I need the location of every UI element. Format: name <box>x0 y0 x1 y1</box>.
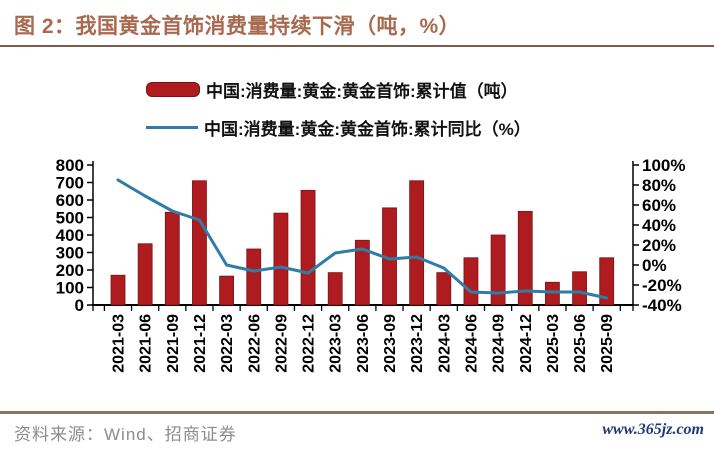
bar-2022-09 <box>273 212 289 306</box>
bar-2024-06 <box>463 257 479 306</box>
legend-item-line-series: 中国:消费量:黄金:黄金首饰:累计同比（%） <box>146 108 706 146</box>
right-axis-label: 80% <box>642 176 676 195</box>
x-axis-category-label: 2024-12 <box>518 314 535 373</box>
legend-item-bar-series: 中国:消费量:黄金:黄金首饰:累计值（吨） <box>146 70 706 108</box>
left-axis-label: 0 <box>75 296 84 315</box>
left-axis-label: 300 <box>56 244 84 263</box>
x-axis-category-label: 2023-09 <box>382 314 399 373</box>
bar-2025-03 <box>545 281 560 306</box>
bar-series-label: 中国:消费量:黄金:黄金首饰:累计值（吨） <box>206 81 518 101</box>
x-axis-category-label: 2022-06 <box>246 314 263 373</box>
bar-2021-06 <box>137 243 153 306</box>
right-axis-label: -40% <box>642 296 682 315</box>
right-axis-label: 100% <box>642 156 685 175</box>
bar-2021-09 <box>164 211 180 306</box>
x-axis-category-label: 2024-09 <box>491 314 508 373</box>
dual-axis-chart: 8007006005004003002001000100%80%60%40%20… <box>56 156 686 373</box>
x-axis-category-label: 2021-12 <box>192 314 209 373</box>
x-axis-category-label: 2023-12 <box>409 314 426 373</box>
right-axis-label: 60% <box>642 196 676 215</box>
bar-2024-09 <box>490 234 506 306</box>
figure-title: 图 2：我国黄金首饰消费量持续下滑（吨，%） <box>14 15 461 38</box>
x-axis-category-label: 2024-06 <box>463 314 480 373</box>
bar-2023-12 <box>409 180 425 306</box>
bar-2025-09 <box>599 257 615 306</box>
bar-2022-03 <box>219 275 235 306</box>
left-axis-label: 200 <box>56 261 84 280</box>
x-axis-category-label: 2024-03 <box>436 314 453 373</box>
yoy-line <box>116 178 609 300</box>
right-axis-label: 40% <box>642 216 676 235</box>
right-axis-label: -20% <box>642 276 682 295</box>
footer-divider <box>0 411 714 414</box>
x-axis-category-label: 2025-09 <box>599 314 616 373</box>
bar-2024-12 <box>517 210 533 306</box>
bar-2022-06 <box>246 248 262 306</box>
x-axis-category-label: 2025-06 <box>572 314 589 373</box>
left-axis-label: 600 <box>56 191 84 210</box>
right-axis-label: 20% <box>642 236 676 255</box>
x-axis-category-label: 2021-06 <box>138 314 155 373</box>
left-axis-label: 400 <box>56 226 84 245</box>
x-axis-category-label: 2021-03 <box>111 314 128 373</box>
bar-2024-03 <box>436 272 452 306</box>
x-axis-category-label: 2022-12 <box>301 314 318 373</box>
bar-series-swatch <box>146 81 200 97</box>
line-series-swatch <box>146 125 198 129</box>
x-axis-category-label: 2023-06 <box>355 314 372 373</box>
x-axis-category-label: 2022-09 <box>273 314 290 373</box>
bar-2023-06 <box>354 239 370 306</box>
left-axis-label: 800 <box>56 156 84 175</box>
right-axis-label: 0% <box>642 256 667 275</box>
x-axis-category-label: 2021-09 <box>165 314 182 373</box>
site-link[interactable]: www.365jz.com <box>602 421 704 438</box>
x-axis-category-label: 2022-03 <box>219 314 236 373</box>
source-note: 资料来源：Wind、招商证券 <box>14 425 237 444</box>
left-axis-label: 700 <box>56 174 84 193</box>
left-axis-label: 500 <box>56 209 84 228</box>
line-series-label: 中国:消费量:黄金:黄金首饰:累计同比（%） <box>204 119 531 139</box>
bar-2023-03 <box>327 272 343 306</box>
bar-2022-12 <box>300 189 316 306</box>
chart-legend: 中国:消费量:黄金:黄金首饰:累计值（吨） 中国:消费量:黄金:黄金首饰:累计同… <box>146 70 706 146</box>
left-axis-label: 100 <box>56 279 84 298</box>
bar-2021-12 <box>192 180 207 306</box>
x-axis-category-label: 2025-03 <box>545 314 562 373</box>
bar-2025-06 <box>572 271 587 306</box>
bar-2021-03 <box>110 274 126 306</box>
title-divider <box>0 45 714 47</box>
x-axis-category-label: 2023-03 <box>328 314 345 373</box>
